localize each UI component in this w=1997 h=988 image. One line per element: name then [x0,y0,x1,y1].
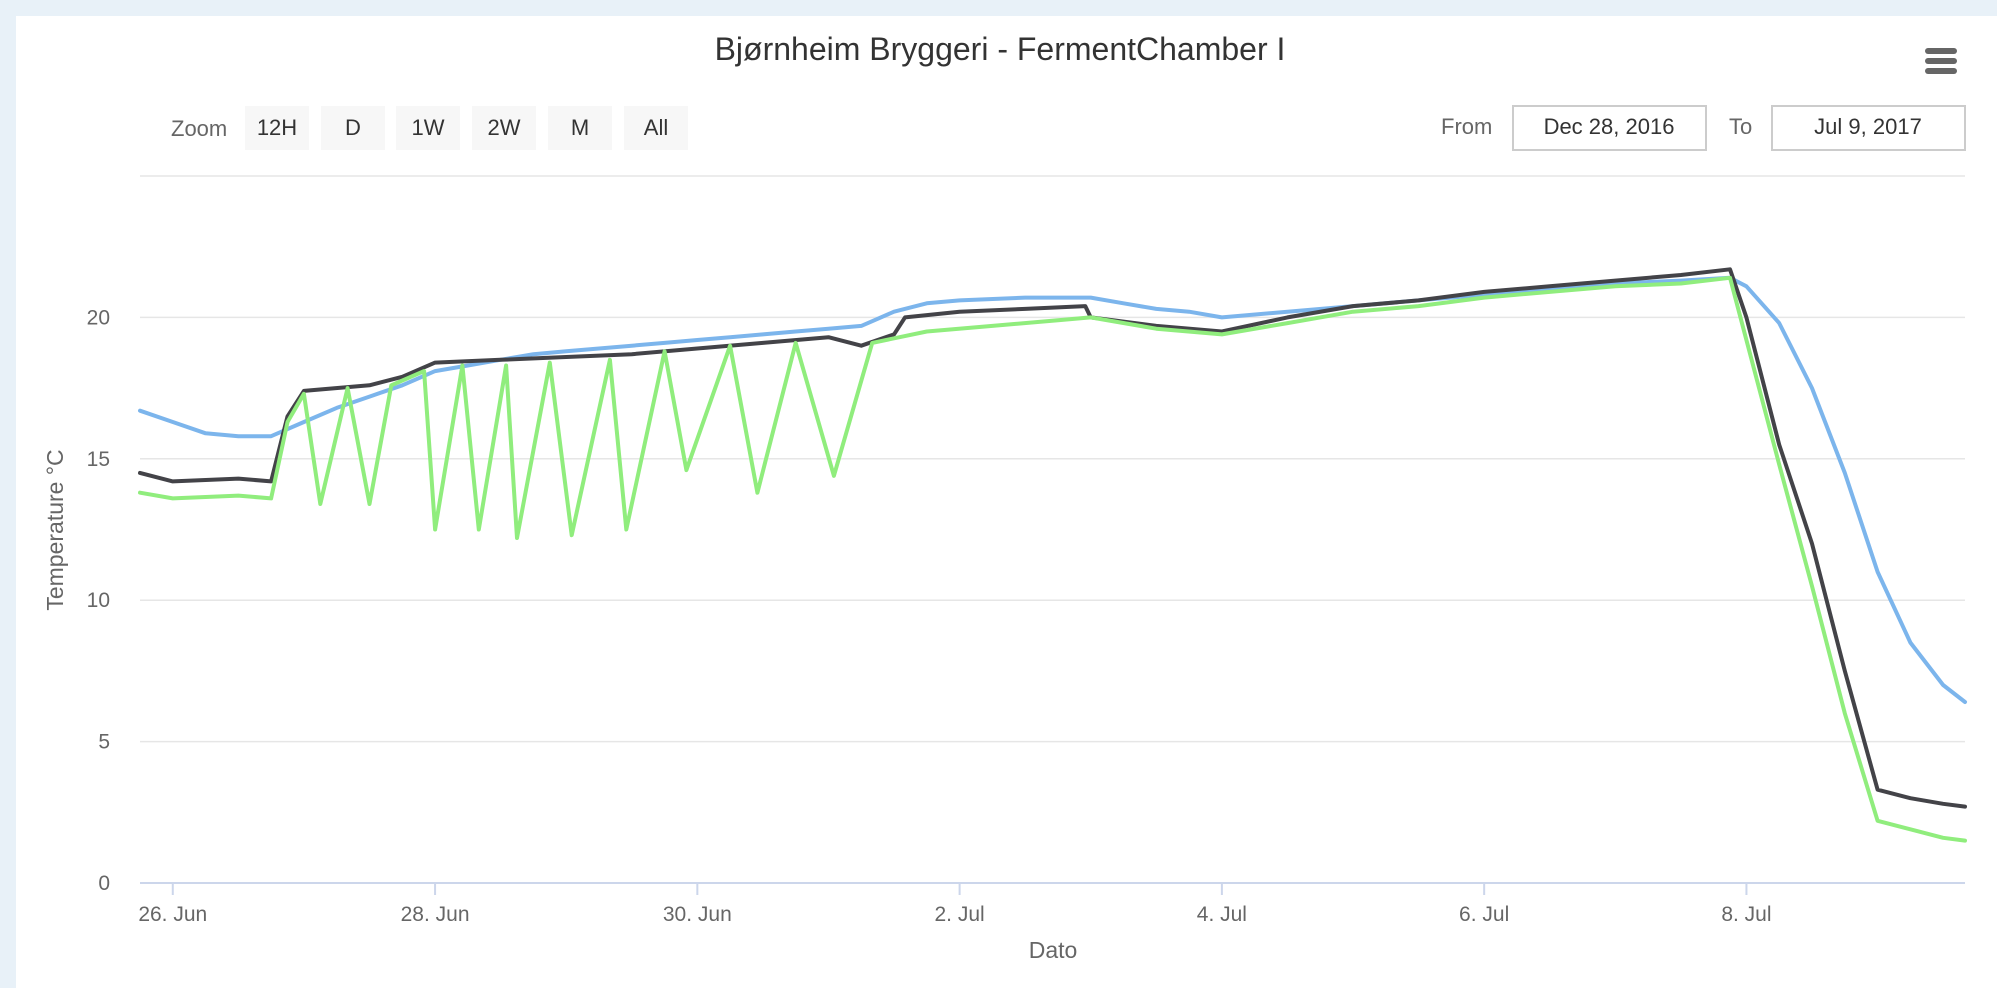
from-label: From [1441,114,1492,139]
x-tick-label: 2. Jul [935,903,985,926]
series-line-3 [138,275,1967,843]
x-tick-label: 6. Jul [1459,903,1509,926]
to-date-input[interactable]: Jul 9, 2017 [1771,105,1966,151]
y-tick-label: 0 [98,872,110,895]
series-line-2 [138,267,1967,809]
x-axis-ticks: 26. Jun 28. Jun 30. Jun 2. Jul 4. Jul 6. Jul 8… [138,882,1965,926]
y-tick-label: 15 [87,448,110,471]
hamburger-menu-icon[interactable] [1921,44,1959,78]
x-tick-label: 28. Jun [401,903,470,926]
y-tick-label: 20 [87,306,110,329]
zoom-button-m[interactable]: M [548,106,612,150]
to-label: To [1729,114,1752,139]
y-axis-title: Temperature °C [42,449,68,610]
x-tick-label: 4. Jul [1197,903,1247,926]
chart-title: Bjørnheim Bryggeri - FermentChamber I [715,31,1286,67]
x-axis-title: Dato [1029,937,1078,963]
series-line-1 [138,275,1967,704]
zoom-buttons: 12H D 1W 2W M All [245,106,688,150]
series-lines [138,267,1967,843]
chart-container [16,16,1997,988]
zoom-button-label: D [345,115,361,140]
y-axis-tick-labels: 0 5 10 15 20 [87,306,110,895]
zoom-button-12h[interactable]: 12H [245,106,309,150]
to-date-value: Jul 9, 2017 [1814,114,1922,139]
zoom-button-label: M [571,115,589,140]
x-tick-label: 8. Jul [1721,903,1771,926]
grid-lines [140,175,1965,743]
zoom-button-1w[interactable]: 1W [396,106,460,150]
zoom-label: Zoom [171,116,227,141]
from-date-value: Dec 28, 2016 [1544,114,1675,139]
x-tick-label: 30. Jun [663,903,732,926]
zoom-button-label: 12H [257,115,297,140]
zoom-button-2w[interactable]: 2W [472,106,536,150]
y-tick-label: 5 [98,731,110,754]
y-tick-label: 10 [87,589,110,612]
zoom-button-all[interactable]: All [624,106,688,150]
zoom-button-d[interactable]: D [321,106,385,150]
zoom-button-label: All [644,115,668,140]
zoom-button-label: 2W [488,115,521,140]
x-tick-label: 26. Jun [138,903,207,926]
zoom-button-label: 1W [412,115,445,140]
from-date-input[interactable]: Dec 28, 2016 [1512,105,1707,151]
